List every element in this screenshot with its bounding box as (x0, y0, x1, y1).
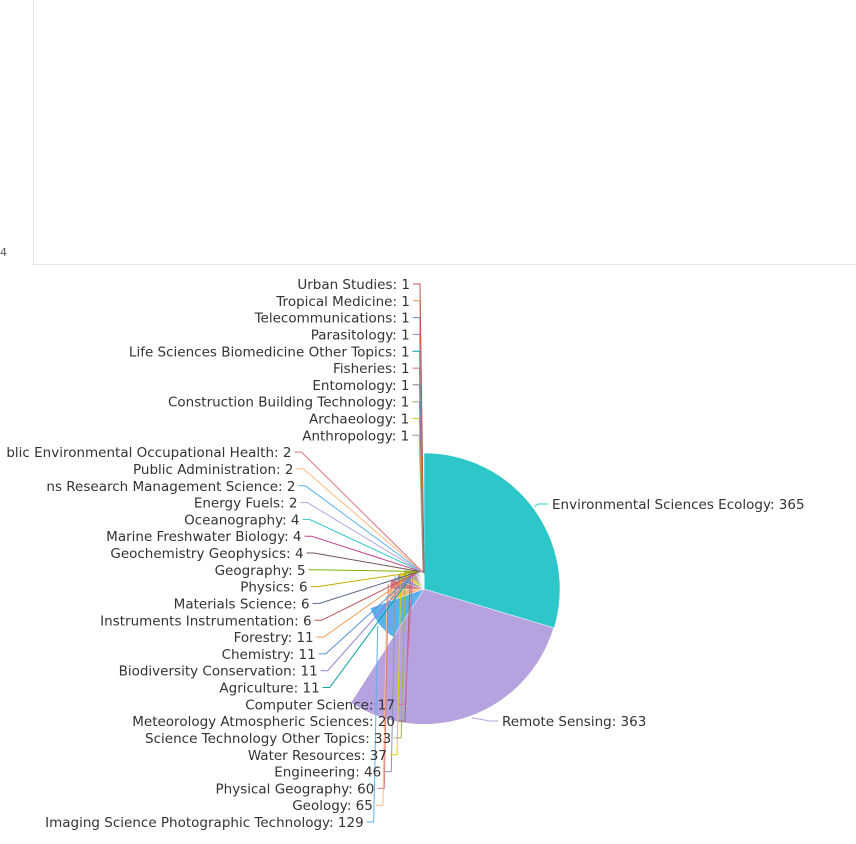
pie-label-physical-geography: Physical Geography: 60 (216, 781, 375, 797)
pie-leader-water-resources (390, 572, 402, 756)
pie-label-computer-science: Computer Science: 17 (245, 697, 395, 713)
pie-slices (350, 452, 561, 725)
pie-leader-meteorology-atmospheric-sciences (398, 570, 412, 722)
pie-leader-physical-geography (377, 583, 389, 789)
pie-leader-marine-freshwater-biology (304, 535, 423, 573)
pie-label-construction-building-technology: Construction Building Technology: 1 (168, 395, 409, 411)
pie-leader-physics (310, 570, 421, 588)
pie-label-agriculture: Agriculture: 11 (219, 681, 319, 697)
pie-leader-environmental-sciences-ecology (534, 503, 548, 507)
pie-label-water-resources: Water Resources: 37 (248, 748, 387, 764)
pie-label-public-administration: Public Administration: 2 (133, 462, 293, 478)
pie-label-fisheries: Fisheries: 1 (333, 361, 410, 377)
pie-leader-energy-fuels (300, 502, 423, 573)
pie-label-energy-fuels: Energy Fuels: 2 (194, 496, 298, 512)
pie-label-meteorology-atmospheric-sciences: Meteorology Atmospheric Sciences: 20 (132, 714, 395, 730)
upper-axis-tick-label: 4 (0, 246, 7, 259)
pie-label-urban-studies: Urban Studies: 1 (297, 277, 410, 293)
pie-leader-biodiversity-conservation (320, 570, 417, 672)
pie-leader-geology (375, 595, 388, 806)
pie-leader-public-administration (296, 468, 424, 573)
pie-label-geochemistry-geophysics: Geochemistry Geophysics: 4 (110, 546, 303, 562)
pie-label-tropical-medicine: Tropical Medicine: 1 (275, 294, 410, 310)
pie-label-environmental-sciences-ecology: Environmental Sciences Ecology: 365 (552, 497, 805, 513)
pie-label-geology: Geology: 65 (292, 798, 373, 814)
pie-label-parasitology: Parasitology: 1 (311, 327, 410, 343)
pie-slice-environmental-sciences-ecology[interactable] (423, 452, 561, 629)
pie-leader-materials-science (312, 570, 421, 604)
pie-label-imaging-science-photographic-technology: Imaging Science Photographic Technology:… (45, 815, 364, 831)
pie-label-life-sciences-biomedicine-other-topics: Life Sciences Biomedicine Other Topics: … (129, 344, 410, 360)
pie-label-chemistry: Chemistry: 11 (222, 647, 316, 663)
pie-leader-computer-science (398, 570, 414, 705)
pie-leader-remote-sensing (471, 717, 498, 722)
pie-leader-engineering (384, 576, 396, 773)
pie-slice-imaging-science-photographic-technology[interactable] (369, 588, 425, 638)
pie-label-biodiversity-conservation: Biodiversity Conservation: 11 (119, 664, 318, 680)
pie-leader-lines (294, 283, 548, 823)
pie-label-science-technology-other-topics: Science Technology Other Topics: 33 (145, 731, 391, 747)
pie-label-marine-freshwater-biology: Marine Freshwater Biology: 4 (106, 529, 301, 545)
pie-label-public-environmental-occupational-health: blic Environmental Occupational Health: … (6, 445, 291, 461)
pie-leader-chemistry (318, 570, 418, 655)
pie-leader-operations-research-management-science (298, 485, 423, 573)
upper-chart-frame (33, 0, 856, 265)
pie-leader-geochemistry-geophysics (306, 552, 422, 573)
pie-label-instruments-instrumentation: Instruments Instrumentation: 6 (100, 613, 311, 629)
pie-label-operations-research-management-science: ns Research Management Science: 2 (46, 479, 295, 495)
pie-label-remote-sensing: Remote Sensing: 363 (502, 714, 646, 730)
pie-leader-oceanography (302, 518, 423, 573)
pie-label-materials-science: Materials Science: 6 (174, 596, 310, 612)
pie-leader-public-environmental-occupational-health (294, 451, 424, 573)
pie-label-engineering: Engineering: 46 (274, 765, 381, 781)
pie-leader-agriculture (322, 571, 416, 688)
pie-leader-imaging-science-photographic-technology (366, 625, 379, 823)
pie-slice-remote-sensing[interactable] (350, 588, 554, 725)
pie-leader-urban-studies (413, 283, 425, 573)
pie-label-oceanography: Oceanography: 4 (184, 512, 299, 528)
pie-label-telecommunications: Telecommunications: 1 (254, 311, 410, 327)
pie-labels: Environmental Sciences Ecology: 365 Remot… (6, 277, 804, 831)
pie-leader-forestry (316, 569, 419, 638)
pie-label-entomology: Entomology: 1 (312, 378, 409, 394)
pie-label-physics: Physics: 6 (240, 580, 307, 596)
pie-leader-instruments-instrumentation (314, 571, 420, 621)
pie-label-geography: Geography: 5 (215, 563, 306, 579)
pie-label-archaeology: Archaeology: 1 (309, 412, 409, 428)
pie-leader-science-technology-other-topics (394, 569, 406, 739)
pie-label-forestry: Forestry: 11 (234, 630, 314, 646)
pie-label-anthropology: Anthropology: 1 (302, 428, 409, 444)
pie-leader-geography (308, 569, 422, 573)
